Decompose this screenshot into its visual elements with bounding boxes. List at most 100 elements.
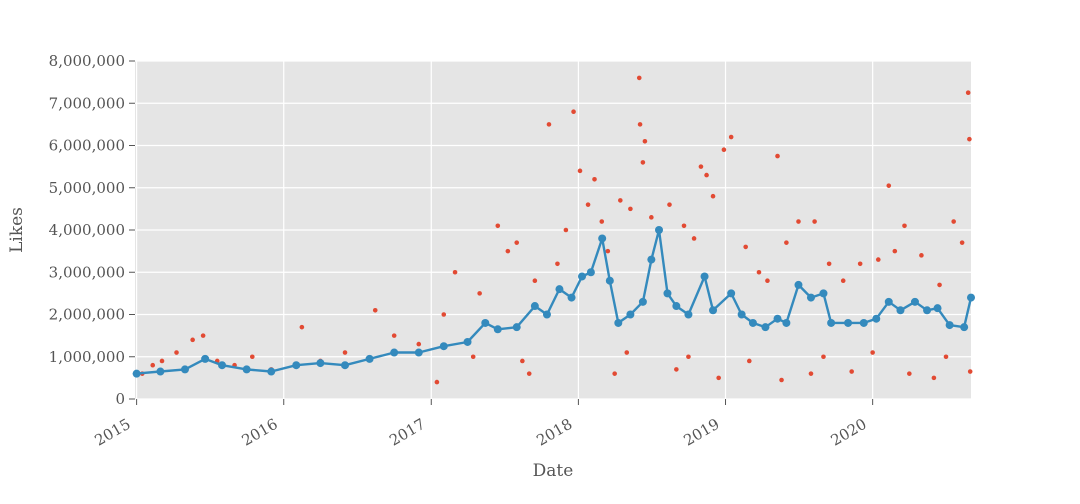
line-point <box>896 306 905 315</box>
line-point <box>341 361 350 370</box>
scatter-point <box>434 379 440 385</box>
line-point <box>700 272 709 281</box>
scatter-point <box>470 354 476 360</box>
line-point <box>542 310 551 319</box>
scatter-point <box>628 206 633 212</box>
scatter-point <box>546 122 552 127</box>
line-point <box>794 280 803 289</box>
scatter-point <box>779 377 784 383</box>
line-point <box>727 289 736 298</box>
y-tick-label: 2,000,000 <box>49 306 125 324</box>
scatter-point <box>342 350 348 355</box>
scatter-point <box>743 244 748 250</box>
line-point <box>614 318 623 327</box>
scatter-series <box>139 75 973 385</box>
line-point <box>555 285 564 294</box>
scatter-point <box>174 350 179 355</box>
scatter-point <box>681 223 687 229</box>
line-point <box>960 323 969 332</box>
line-point <box>827 318 836 327</box>
scatter-point <box>870 350 875 355</box>
line-point <box>709 306 718 315</box>
line-point <box>655 226 664 234</box>
scatter-point <box>505 248 511 254</box>
scatter-point <box>951 219 956 224</box>
line-point <box>365 354 374 363</box>
scatter-point <box>875 257 881 262</box>
scatter-point <box>710 193 716 199</box>
scatter-point <box>555 261 560 267</box>
line-point <box>844 318 853 327</box>
scatter-point <box>886 183 892 188</box>
line-point <box>967 293 975 302</box>
x-axis-title: Date <box>533 461 574 481</box>
line-point <box>761 323 770 332</box>
scatter-point <box>812 219 817 224</box>
line-point <box>267 367 276 376</box>
scatter-point <box>649 215 654 220</box>
line-point <box>481 318 490 327</box>
scatter-point <box>599 219 605 224</box>
y-axis-title: Likes <box>7 207 27 253</box>
scatter-point <box>765 278 770 284</box>
line-point <box>933 304 942 313</box>
line-point <box>737 310 746 319</box>
scatter-point <box>249 354 255 360</box>
line-point <box>638 297 647 306</box>
y-axis: 0 1,000,000 2,000,000 3,000,000 4,000,000 5,0… <box>49 52 135 408</box>
scatter-point <box>514 240 520 245</box>
scatter-point <box>959 240 965 245</box>
line-point <box>218 361 227 370</box>
scatter-point <box>159 358 165 364</box>
line-point <box>567 293 576 302</box>
scatter-point <box>372 307 378 313</box>
y-tick-label: 6,000,000 <box>49 137 125 155</box>
line-point <box>156 367 165 376</box>
scatter-point <box>624 350 630 355</box>
y-tick-label: 7,000,000 <box>49 94 125 112</box>
scatter-point <box>495 223 501 229</box>
scatter-point <box>943 354 949 360</box>
line-point <box>512 323 521 332</box>
scatter-point <box>612 371 617 376</box>
line-point <box>390 348 399 357</box>
y-tick-label: 3,000,000 <box>49 263 125 281</box>
scatter-point <box>642 138 648 144</box>
scatter-point <box>826 261 832 267</box>
scatter-point <box>931 375 937 381</box>
scatter-point <box>190 337 195 343</box>
scatter-point <box>919 253 924 258</box>
line-point <box>819 289 828 298</box>
scatter-point <box>796 219 801 224</box>
line-point <box>684 310 693 319</box>
line-point <box>180 365 189 374</box>
scatter-point <box>937 282 942 288</box>
scatter-point <box>391 333 397 338</box>
scatter-point <box>728 134 734 140</box>
scatter-point <box>907 371 912 376</box>
y-tick-label: 0 <box>115 390 125 408</box>
scatter-point <box>618 198 623 203</box>
scatter-point <box>698 164 704 169</box>
scatter-point <box>747 358 752 364</box>
scatter-point <box>821 354 826 360</box>
x-tick-label: 2020 <box>828 415 870 450</box>
scatter-point <box>150 362 156 368</box>
scatter-point <box>775 153 780 159</box>
scatter-point <box>605 248 611 254</box>
scatter-point <box>704 172 709 178</box>
scatter-point <box>967 369 973 374</box>
line-point <box>292 361 301 370</box>
line-point <box>945 321 954 330</box>
line-point <box>782 318 791 327</box>
line-point <box>201 354 210 363</box>
scatter-point <box>640 160 646 165</box>
x-tick-label: 2018 <box>533 415 575 450</box>
scatter-point <box>674 367 679 372</box>
line-point <box>414 348 423 357</box>
line-point <box>463 337 472 346</box>
scatter-point <box>849 369 854 374</box>
x-tick-label: 2019 <box>680 415 722 450</box>
y-tick-label: 4,000,000 <box>49 221 125 239</box>
